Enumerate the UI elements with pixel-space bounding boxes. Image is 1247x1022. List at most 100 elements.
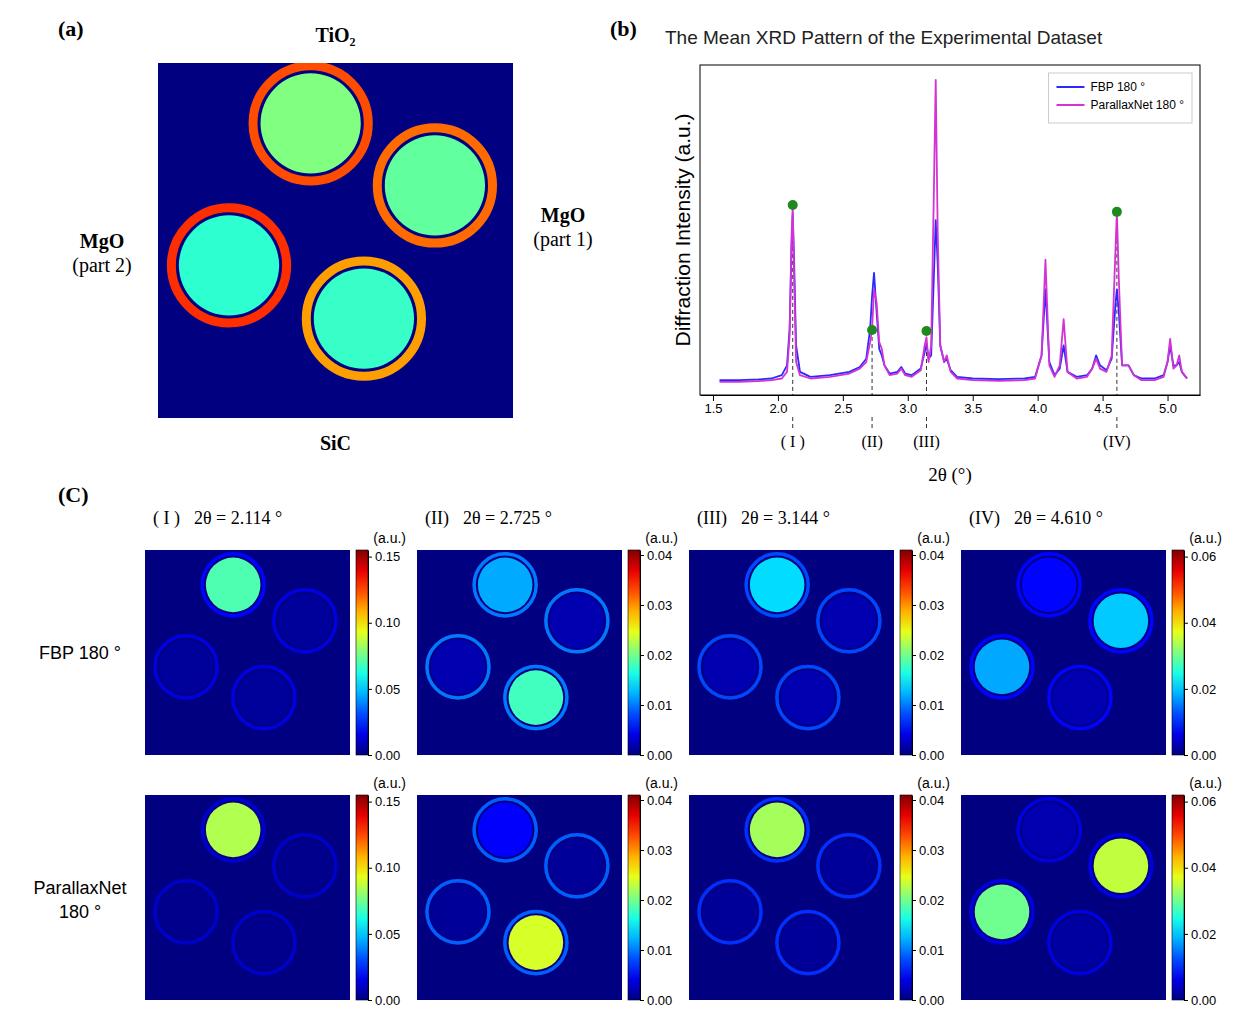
column-numeral: (IV)	[969, 508, 1000, 529]
chart-title: The Mean XRD Pattern of the Experimental…	[665, 27, 1103, 48]
sample-disc	[206, 558, 261, 613]
plot-background	[700, 65, 1200, 395]
sample-disc	[314, 268, 414, 368]
colorbar-axis: 0.000.020.040.06	[1184, 549, 1216, 762]
sample-disc	[703, 640, 758, 695]
colorbar-tick: 0.02	[1184, 682, 1216, 697]
column-numeral: (III)	[697, 508, 727, 529]
sample-disc	[1022, 558, 1077, 613]
colorbar-tick: 0.04	[912, 548, 944, 563]
annotation-dot	[867, 325, 877, 335]
colorbar-axis: 0.000.010.020.030.04	[640, 548, 672, 763]
colorbar-tick-mark	[1184, 557, 1188, 558]
sample-disc	[975, 640, 1030, 695]
colorbar	[628, 795, 640, 1000]
colorbar-frame	[628, 550, 640, 755]
region-label: SiC	[320, 432, 351, 454]
colorbar-tick-mark	[912, 900, 916, 901]
sample-ring	[818, 590, 880, 652]
image-background	[689, 795, 894, 1000]
colorbar-tick-mark	[1184, 802, 1188, 803]
colorbar-tick: 0.04	[640, 793, 672, 808]
sample-ring	[427, 881, 489, 943]
colorbar-tick-label: 0.15	[375, 549, 400, 564]
colorbar-tick-label: 0.00	[1191, 993, 1216, 1008]
column-title: 2θ = 2.725 °	[463, 508, 552, 528]
colorbar-tick-label: 0.00	[647, 748, 672, 763]
colorbar-tick-label: 0.01	[919, 698, 944, 713]
colorbar-axis: 0.000.050.100.15	[368, 794, 400, 1007]
sample-ring	[1049, 667, 1111, 729]
x-tick-label: 3.5	[964, 401, 982, 416]
colorbar-tick: 0.03	[640, 843, 672, 858]
colorbar-tick-label: 0.06	[1191, 549, 1216, 564]
colorbar-tick-mark	[912, 850, 916, 851]
colorbar-tick: 0.02	[640, 893, 672, 908]
x-tick: 3.0	[899, 395, 917, 416]
reconstruction-image	[145, 550, 350, 755]
x-tick: 5.0	[1159, 395, 1177, 416]
sample-disc	[703, 885, 758, 940]
sample-disc	[1053, 670, 1108, 725]
colorbar-tick: 0.02	[912, 648, 944, 663]
sample-ring	[1090, 835, 1152, 897]
colorbar-tick-mark	[368, 689, 372, 690]
x-tick-label: 3.0	[899, 401, 917, 416]
colorbar-tick: 0.01	[640, 698, 672, 713]
image-background	[145, 795, 350, 1000]
x-tick-label: 5.0	[1159, 401, 1177, 416]
colorbar-tick-mark	[912, 800, 916, 801]
colorbar-label: (a.u.)	[1189, 775, 1222, 791]
colorbar-tick-mark	[640, 705, 644, 706]
sample-disc	[822, 838, 877, 893]
column-title: 2θ = 2.114 °	[194, 508, 282, 528]
colorbar-tick: 0.00	[912, 748, 944, 763]
plot-frame	[700, 65, 1200, 395]
colorbar-tick-mark	[1184, 1000, 1188, 1001]
x-tick: 4.5	[1094, 395, 1112, 416]
colorbar-tick-label: 0.01	[919, 943, 944, 958]
colorbar-tick-label: 0.00	[1191, 748, 1216, 763]
colorbar-tick-label: 0.15	[375, 794, 400, 809]
sample-ring	[233, 912, 295, 974]
sample-ring	[505, 667, 567, 729]
sample-ring	[971, 881, 1033, 943]
column-numeral: ( I )	[153, 508, 180, 529]
x-tick: 2.0	[769, 395, 787, 416]
sample-disc	[550, 838, 605, 893]
x-tick-mark	[908, 395, 909, 401]
sample-disc	[750, 558, 805, 613]
colorbar-tick-mark	[912, 655, 916, 656]
colorbar-tick: 0.02	[1184, 927, 1216, 942]
x-axis-line	[701, 395, 1201, 396]
sample-ring	[746, 799, 808, 861]
x-tick-label: 2.0	[769, 401, 787, 416]
colorbar-tick-mark	[640, 755, 644, 756]
column-title: 2θ = 3.144 °	[741, 508, 830, 528]
sample-ring	[474, 554, 536, 616]
reconstruction-image	[417, 795, 622, 1000]
x-tick-mark	[1038, 395, 1039, 401]
colorbar-tick-label: 0.02	[647, 648, 672, 663]
colorbar-axis: 0.000.010.020.030.04	[912, 548, 944, 763]
sample-disc	[206, 803, 261, 858]
sample-ring	[274, 835, 336, 897]
colorbar-tick: 0.00	[368, 993, 400, 1008]
reconstruction-image	[145, 795, 350, 1000]
sample-disc	[750, 803, 805, 858]
colorbar-frame	[900, 795, 912, 1000]
colorbar-tick: 0.01	[912, 943, 944, 958]
colorbar-frame	[356, 795, 368, 1000]
sample-ring	[777, 667, 839, 729]
image-background	[961, 550, 1166, 755]
colorbar-tick: 0.01	[640, 943, 672, 958]
colorbar-tick-mark	[368, 802, 372, 803]
x-axis-title: 2θ (°)	[928, 464, 972, 486]
x-tick: 3.5	[964, 395, 982, 416]
colorbar-tick-label: 0.01	[647, 698, 672, 713]
colorbar-axis: 0.000.050.100.15	[368, 549, 400, 762]
sample-disc	[509, 915, 564, 970]
sample-ring	[377, 128, 492, 243]
legend-label: ParallaxNet 180 °	[1090, 98, 1184, 112]
colorbar-frame	[1172, 550, 1184, 755]
